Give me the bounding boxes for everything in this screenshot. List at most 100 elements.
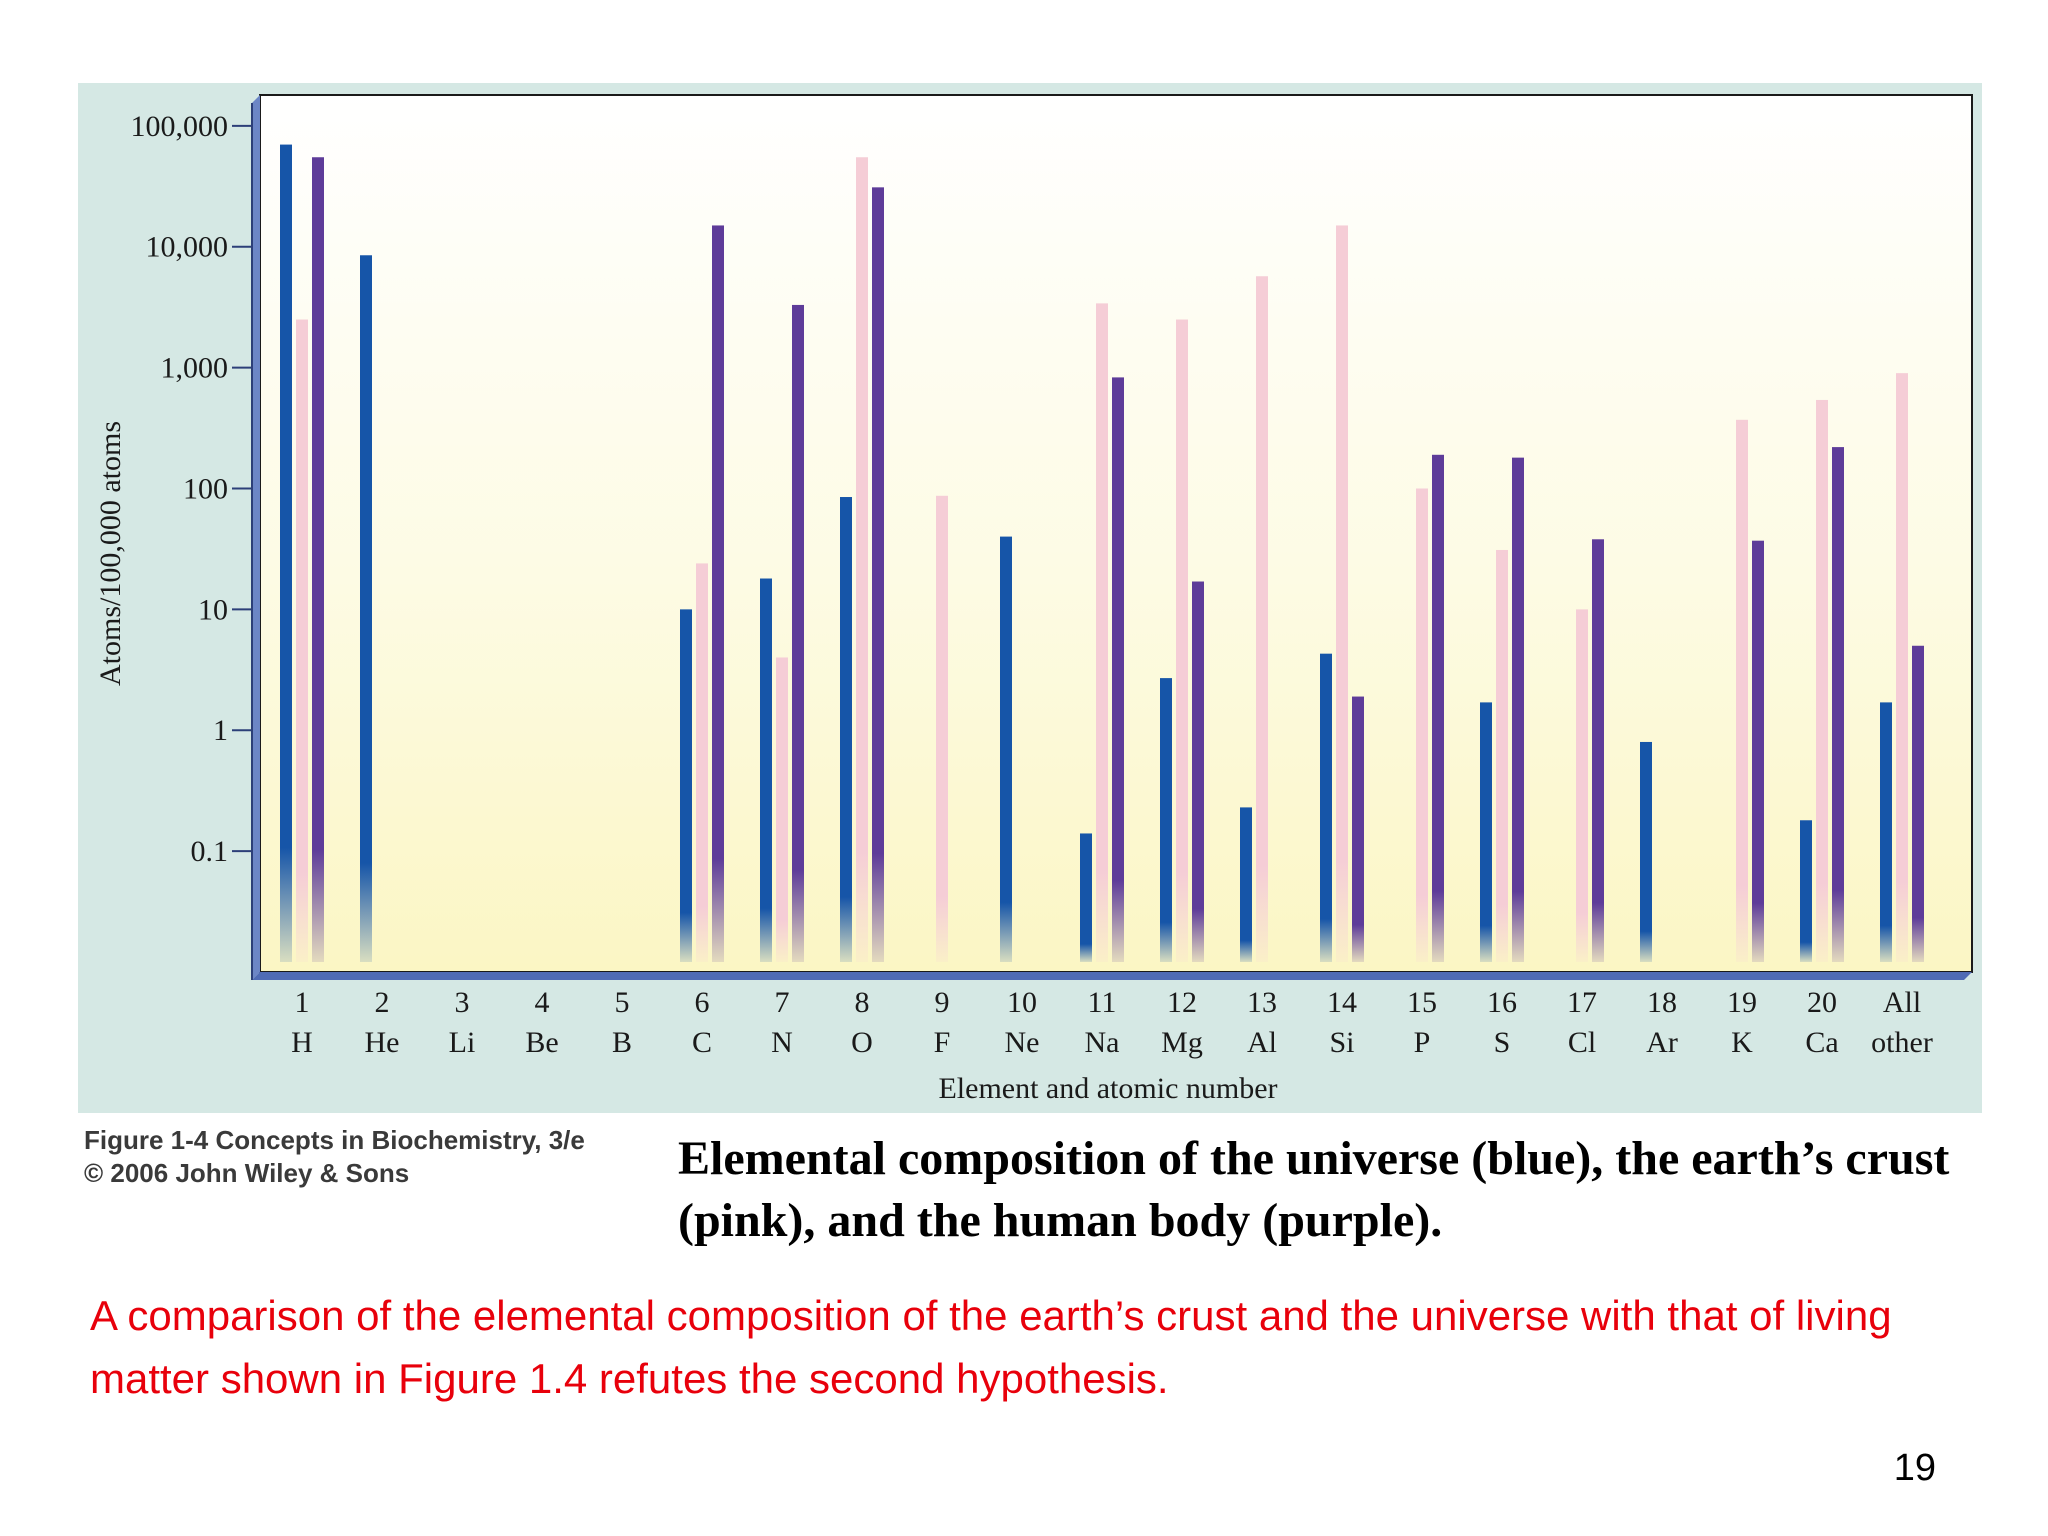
y-tick-label: 100 <box>183 472 228 505</box>
bar-crust-K <box>1736 419 1748 962</box>
bar-crust-S <box>1496 549 1508 962</box>
bar-universe-Si <box>1320 653 1332 962</box>
x-tick-symbol: Li <box>449 1026 476 1059</box>
bar-universe-N <box>760 578 772 962</box>
credit-line-2: © 2006 John Wiley & Sons <box>84 1158 410 1188</box>
bar-body-P <box>1432 454 1444 962</box>
bar-crust-Mg <box>1176 319 1188 963</box>
y-tick-label: 1,000 <box>161 352 229 385</box>
x-tick-symbol: Na <box>1085 1026 1120 1059</box>
y-tick-label: 1 <box>213 714 228 747</box>
x-tick-symbol: F <box>934 1026 951 1059</box>
bar-body-S <box>1512 457 1524 962</box>
bar-body-H <box>312 157 324 962</box>
plot-floor <box>252 972 1972 980</box>
bar-crust-P <box>1416 488 1428 962</box>
figure-caption: Elemental composition of the universe (b… <box>678 1132 1950 1247</box>
y-tick-label: 10,000 <box>146 231 229 264</box>
x-tick-symbol: Al <box>1247 1026 1277 1059</box>
bar-crust-O <box>856 157 868 962</box>
x-tick-symbol: C <box>692 1026 712 1059</box>
page-number: 19 <box>1893 1447 1936 1489</box>
x-tick-number: 15 <box>1407 986 1437 1019</box>
x-tick-number: 10 <box>1007 986 1037 1019</box>
bar-universe-Mg <box>1160 678 1172 962</box>
bar-universe-C <box>680 609 692 962</box>
bar-universe-other <box>1880 702 1892 962</box>
bar-body-Na <box>1112 377 1124 963</box>
bar-body-N <box>792 304 804 962</box>
bar-universe-S <box>1480 702 1492 962</box>
bar-body-Si <box>1352 696 1364 962</box>
x-tick-symbol: S <box>1494 1026 1511 1059</box>
x-tick-symbol: B <box>612 1026 632 1059</box>
bar-universe-Na <box>1080 833 1092 962</box>
bar-body-C <box>712 225 724 962</box>
x-tick-symbol: K <box>1731 1026 1753 1059</box>
x-tick-number: 12 <box>1167 986 1197 1019</box>
bar-crust-Cl <box>1576 609 1588 962</box>
bar-crust-Ca <box>1816 399 1828 962</box>
bar-universe-Al <box>1240 807 1252 962</box>
x-tick-symbol: He <box>365 1026 400 1059</box>
figure-panel: 0.1 1 10 100 1,000 10,000 100,000 Atoms/100,000… <box>78 83 1982 1113</box>
x-tick-number: 14 <box>1327 986 1357 1019</box>
x-tick-number: 16 <box>1487 986 1517 1019</box>
bar-crust-Al <box>1256 276 1268 962</box>
x-tick-number: 1 <box>295 986 310 1019</box>
x-tick-number: 13 <box>1247 986 1277 1019</box>
plot-left-wall <box>252 95 260 980</box>
x-tick-symbol: Si <box>1329 1026 1354 1059</box>
x-tick-symbol: Ne <box>1005 1026 1040 1059</box>
slide-note: A comparison of the elemental compositio… <box>90 1292 1892 1402</box>
x-tick-number: 20 <box>1807 986 1837 1019</box>
y-tick-label: 10 <box>198 593 228 626</box>
x-tick-number: 9 <box>935 986 950 1019</box>
bar-body-O <box>872 187 884 962</box>
elemental-composition-chart: 0.1 1 10 100 1,000 10,000 100,000 Atoms/100,000… <box>94 94 1973 1105</box>
bar-crust-Na <box>1096 303 1108 962</box>
x-tick-symbol: Mg <box>1161 1026 1203 1059</box>
bar-crust-H <box>296 319 308 963</box>
y-tick-label: 0.1 <box>191 835 229 868</box>
x-tick-number: 3 <box>455 986 470 1019</box>
x-tick-number: 11 <box>1088 986 1117 1019</box>
bar-universe-He <box>360 255 372 963</box>
bar-body-K <box>1752 540 1764 962</box>
bar-universe-O <box>840 497 852 962</box>
x-tick-symbol: Ca <box>1805 1026 1838 1059</box>
bar-universe-Ne <box>1000 536 1012 962</box>
x-tick-symbol: other <box>1871 1026 1933 1059</box>
y-axis-label: Atoms/100,000 atoms <box>94 421 127 686</box>
bar-crust-N <box>776 657 788 962</box>
x-tick-number: 5 <box>615 986 630 1019</box>
bar-universe-Ca <box>1800 820 1812 962</box>
x-tick-symbol: Cl <box>1568 1026 1596 1059</box>
x-tick-number: 18 <box>1647 986 1677 1019</box>
x-tick-number: 7 <box>775 986 790 1019</box>
credit-line-1: Figure 1-4 Concepts in Biochemistry, 3/e <box>84 1125 585 1155</box>
bar-universe-Ar <box>1640 741 1652 962</box>
bar-body-Mg <box>1192 581 1204 962</box>
x-axis-label: Element and atomic number <box>938 1072 1277 1105</box>
x-tick-number: 17 <box>1567 986 1597 1019</box>
bar-crust-Si <box>1336 225 1348 962</box>
figure-credit: Figure 1-4 Concepts in Biochemistry, 3/e… <box>84 1124 644 1190</box>
x-tick-symbol: P <box>1414 1026 1431 1059</box>
bar-body-other <box>1912 645 1924 962</box>
bar-body-Cl <box>1592 539 1604 962</box>
bar-crust-F <box>936 495 948 962</box>
x-tick-number: 8 <box>855 986 870 1019</box>
y-tick-label: 100,000 <box>131 110 229 143</box>
bar-crust-C <box>696 563 708 962</box>
x-tick-symbol: O <box>851 1026 873 1059</box>
x-tick-number: 6 <box>695 986 710 1019</box>
bar-universe-H <box>280 144 292 962</box>
x-tick-symbol: N <box>771 1026 793 1059</box>
x-tick-symbol: Ar <box>1646 1026 1678 1059</box>
x-tick-number: 4 <box>535 986 550 1019</box>
x-tick-number: All <box>1883 986 1921 1019</box>
x-tick-number: 19 <box>1727 986 1757 1019</box>
bar-body-Ca <box>1832 447 1844 962</box>
x-tick-symbol: Be <box>525 1026 558 1059</box>
